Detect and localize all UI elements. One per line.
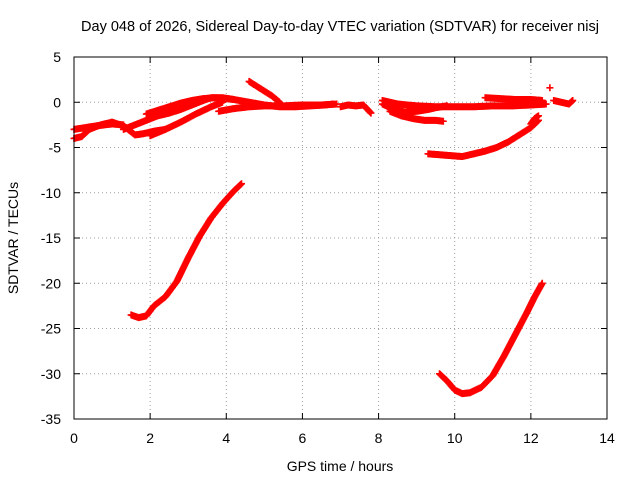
x-axis-label: GPS time / hours bbox=[287, 458, 394, 474]
data-point bbox=[237, 181, 245, 189]
x-tick-label: 12 bbox=[523, 430, 539, 446]
data-point bbox=[443, 102, 451, 110]
y-tick-label: -10 bbox=[41, 185, 61, 201]
chart-title: Day 048 of 2026, Sidereal Day-to-day VTE… bbox=[81, 19, 599, 35]
x-tick-label: 10 bbox=[447, 430, 463, 446]
y-tick-label: -25 bbox=[41, 321, 61, 337]
data-point bbox=[218, 98, 226, 106]
y-tick-label: -20 bbox=[41, 275, 61, 291]
data-point bbox=[276, 98, 284, 106]
data-points bbox=[70, 77, 577, 398]
y-axis-label: SDTVAR / TECUs bbox=[5, 182, 21, 294]
x-tick-label: 8 bbox=[375, 430, 383, 446]
y-tick-label: 5 bbox=[53, 49, 61, 65]
data-point bbox=[439, 117, 447, 125]
data-point bbox=[542, 100, 550, 108]
data-point bbox=[546, 84, 554, 92]
x-tick-label: 14 bbox=[599, 430, 615, 446]
x-tick-label: 0 bbox=[70, 430, 78, 446]
axis-ticks: 0 2 4 6 8 10 12 14 5 0 -5 -10 -15 -20 -25 -30 -35 bbox=[41, 49, 615, 446]
x-tick-label: 2 bbox=[146, 430, 154, 446]
data-point bbox=[367, 109, 375, 117]
y-tick-label: -5 bbox=[49, 140, 62, 156]
data-point bbox=[230, 96, 238, 104]
x-tick-label: 4 bbox=[222, 430, 230, 446]
data-point bbox=[238, 180, 246, 188]
x-tick-label: 6 bbox=[299, 430, 307, 446]
y-tick-label: -15 bbox=[41, 230, 61, 246]
data-point bbox=[538, 96, 546, 104]
y-tick-label: -35 bbox=[41, 411, 61, 427]
y-tick-label: 0 bbox=[53, 94, 61, 110]
data-point bbox=[569, 96, 577, 104]
data-point bbox=[333, 100, 341, 108]
y-tick-label: -30 bbox=[41, 366, 61, 382]
data-point bbox=[538, 279, 546, 287]
data-point bbox=[534, 112, 542, 120]
